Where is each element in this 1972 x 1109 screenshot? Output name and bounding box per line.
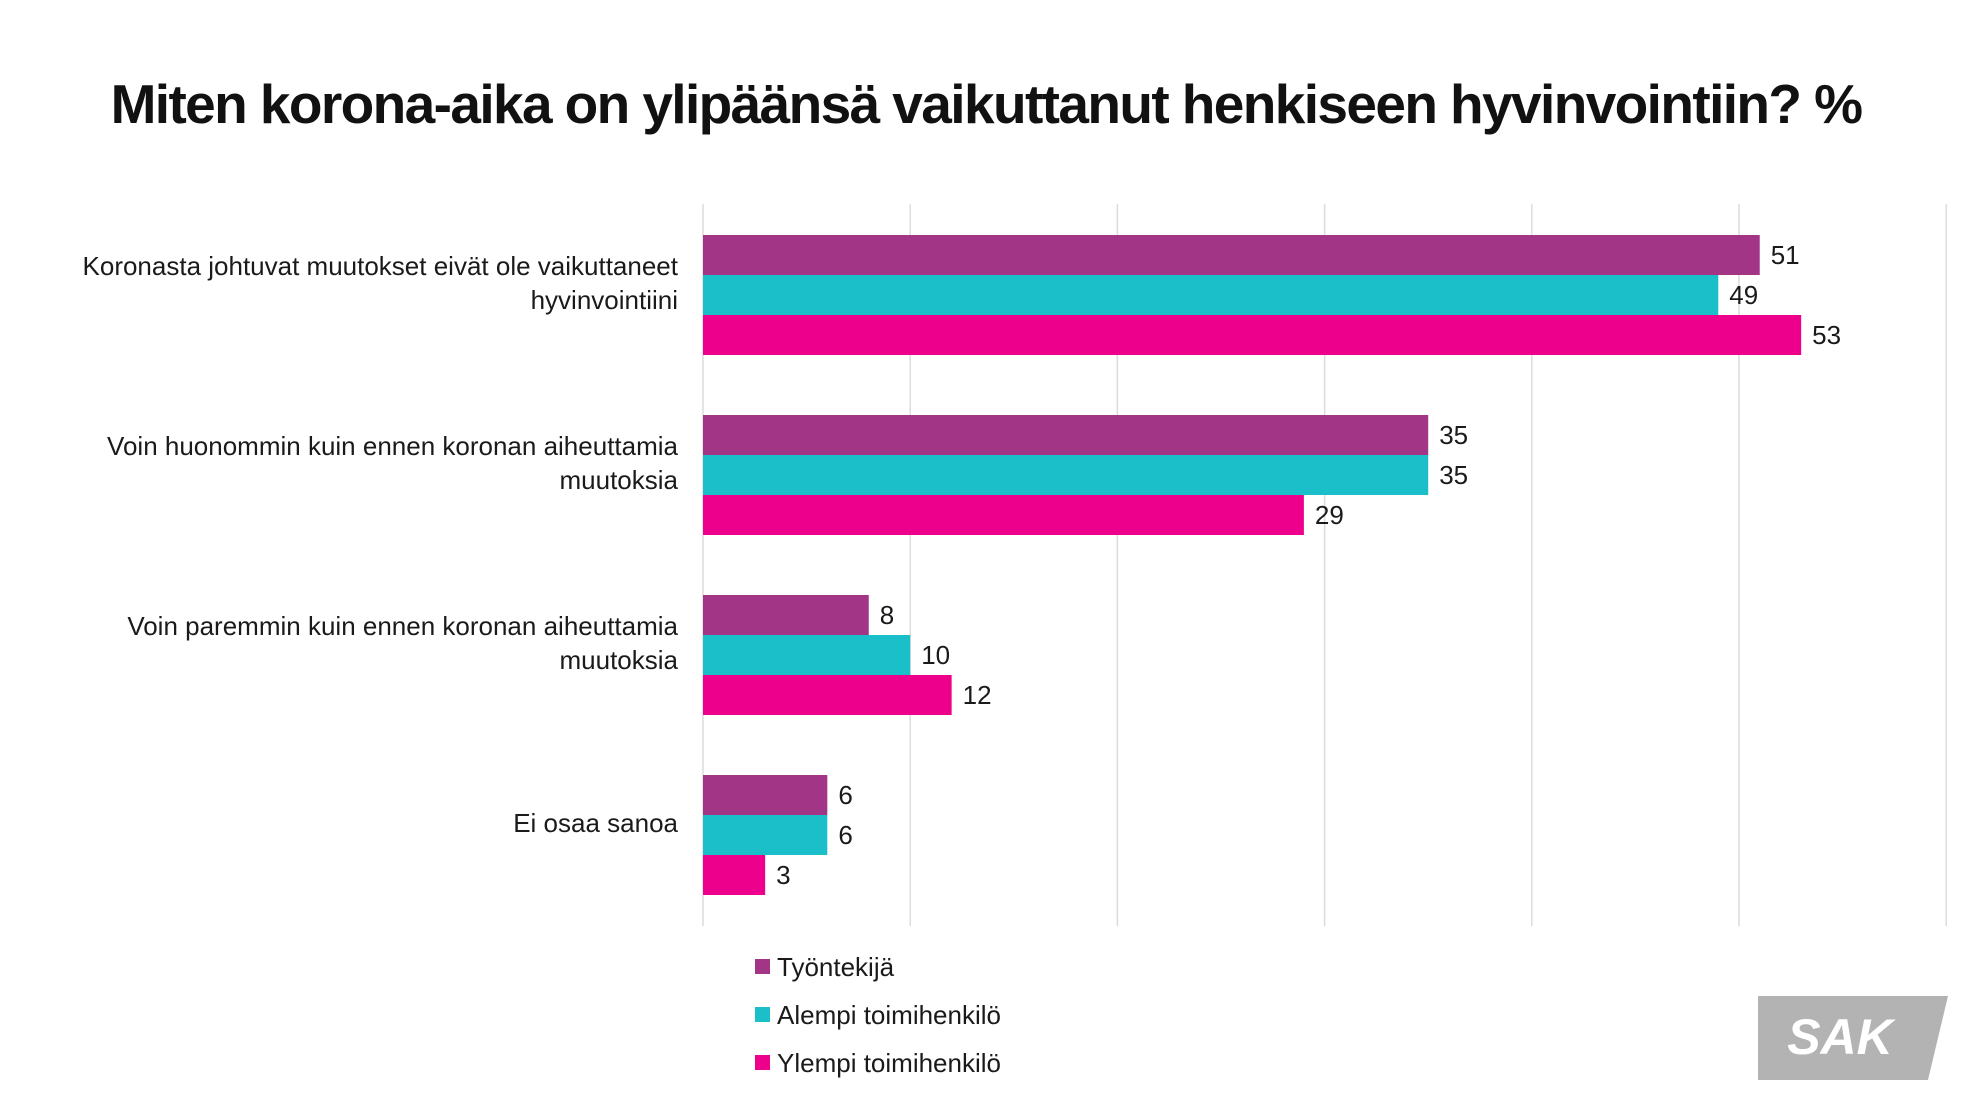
data-label: 10: [921, 640, 950, 670]
data-label: 29: [1315, 500, 1344, 530]
category-label: Ei osaa sanoa: [513, 808, 678, 838]
sak-logo-shape: [1758, 996, 1948, 1080]
data-label: 8: [880, 600, 894, 630]
data-label: 6: [838, 780, 852, 810]
category-label: muutoksia: [560, 645, 679, 675]
bar: [703, 855, 766, 895]
data-label: 3: [776, 860, 790, 890]
bar: [703, 495, 1304, 535]
bar: [703, 635, 911, 675]
sak-logo: SAK: [1758, 996, 1948, 1080]
data-label: 49: [1729, 280, 1758, 310]
category-label: hyvinvointiini: [531, 285, 678, 315]
sak-logo-text: SAK: [1787, 1009, 1896, 1065]
bar: [703, 775, 828, 815]
bar: [703, 815, 828, 855]
bar: [703, 415, 1429, 455]
data-label: 6: [838, 820, 852, 850]
data-label: 51: [1771, 240, 1800, 270]
legend-label: Ylempi toimihenkilö: [777, 1048, 1001, 1078]
bar: [703, 455, 1429, 495]
category-label: muutoksia: [560, 465, 679, 495]
bar: [703, 235, 1760, 275]
data-label: 35: [1439, 460, 1468, 490]
category-label: Voin huonommin kuin ennen koronan aiheut…: [107, 431, 678, 461]
category-label: Voin paremmin kuin ennen koronan aiheutt…: [127, 611, 678, 641]
legend-label: Työntekijä: [777, 952, 895, 982]
category-label: Koronasta johtuvat muutokset eivät ole v…: [83, 251, 679, 281]
bar: [703, 315, 1802, 355]
data-label: 35: [1439, 420, 1468, 450]
legend-swatch: [755, 1007, 770, 1022]
bar: [703, 675, 952, 715]
legend-label: Alempi toimihenkilö: [777, 1000, 1001, 1030]
legend-swatch: [755, 959, 770, 974]
chart-title: Miten korona-aika on ylipäänsä vaikuttan…: [110, 73, 1863, 135]
bar: [703, 275, 1719, 315]
bar: [703, 595, 869, 635]
data-label: 53: [1812, 320, 1841, 350]
data-label: 12: [963, 680, 992, 710]
legend-swatch: [755, 1055, 770, 1070]
